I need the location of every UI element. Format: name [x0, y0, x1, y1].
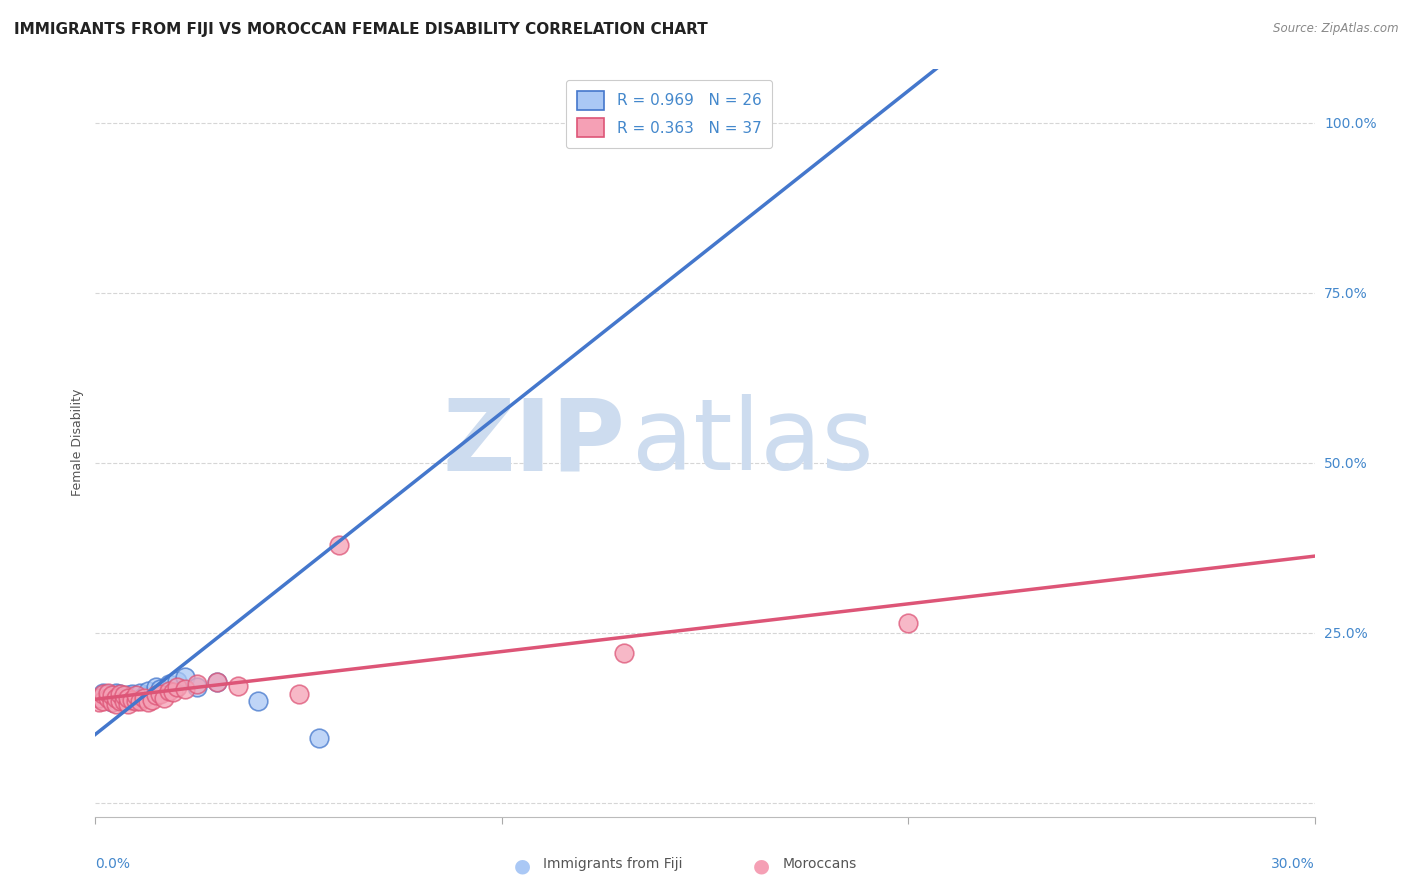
- Text: IMMIGRANTS FROM FIJI VS MOROCCAN FEMALE DISABILITY CORRELATION CHART: IMMIGRANTS FROM FIJI VS MOROCCAN FEMALE …: [14, 22, 707, 37]
- Point: [613, 646, 636, 660]
- Point: [100, 689, 122, 703]
- Point: [149, 681, 172, 696]
- Point: [166, 673, 188, 688]
- Point: [173, 670, 195, 684]
- Point: [287, 687, 309, 701]
- Point: [93, 687, 115, 701]
- Point: [166, 681, 188, 695]
- Text: ZIP: ZIP: [443, 394, 626, 491]
- Point: [125, 694, 148, 708]
- Point: [173, 681, 195, 696]
- Point: [186, 681, 208, 695]
- Point: [308, 731, 330, 746]
- Point: [112, 689, 135, 703]
- Point: [108, 687, 131, 701]
- Point: [125, 689, 148, 703]
- Point: [246, 694, 269, 708]
- Point: [328, 537, 350, 551]
- Point: [112, 694, 135, 708]
- Point: [104, 698, 127, 712]
- Point: [734, 116, 756, 130]
- Point: [121, 687, 143, 701]
- Point: [100, 695, 122, 709]
- Legend: R = 0.969   N = 26, R = 0.363   N = 37: R = 0.969 N = 26, R = 0.363 N = 37: [567, 80, 772, 148]
- Text: Moroccans: Moroccans: [782, 856, 856, 871]
- Point: [149, 687, 172, 701]
- Point: [117, 698, 139, 712]
- Point: [129, 686, 152, 700]
- Point: [117, 690, 139, 705]
- Y-axis label: Female Disability: Female Disability: [72, 389, 84, 496]
- Point: [104, 690, 127, 705]
- Point: [93, 689, 115, 703]
- Point: [897, 615, 920, 630]
- Text: ●: ●: [513, 856, 530, 876]
- Point: [157, 683, 180, 698]
- Point: [153, 690, 176, 705]
- Point: [162, 685, 184, 699]
- Point: [108, 694, 131, 708]
- Point: [89, 690, 111, 705]
- Point: [100, 695, 122, 709]
- Point: [207, 674, 229, 689]
- Point: [89, 690, 111, 705]
- Point: [93, 694, 115, 708]
- Point: [134, 690, 156, 705]
- Point: [136, 683, 159, 698]
- Point: [96, 690, 118, 705]
- Text: Source: ZipAtlas.com: Source: ZipAtlas.com: [1274, 22, 1399, 36]
- Point: [96, 686, 118, 700]
- Point: [96, 690, 118, 705]
- Point: [136, 695, 159, 709]
- Point: [145, 681, 167, 695]
- Text: 0.0%: 0.0%: [96, 856, 131, 871]
- Text: ●: ●: [752, 856, 769, 876]
- Text: atlas: atlas: [631, 394, 873, 491]
- Point: [93, 686, 115, 700]
- Point: [117, 689, 139, 703]
- Point: [145, 689, 167, 703]
- Point: [96, 687, 118, 701]
- Point: [125, 692, 148, 706]
- Point: [108, 687, 131, 701]
- Point: [157, 677, 180, 691]
- Text: Immigrants from Fiji: Immigrants from Fiji: [543, 856, 683, 871]
- Point: [129, 694, 152, 708]
- Text: 30.0%: 30.0%: [1271, 856, 1315, 871]
- Point: [134, 689, 156, 703]
- Point: [141, 692, 163, 706]
- Point: [104, 686, 127, 700]
- Point: [121, 692, 143, 706]
- Point: [207, 674, 229, 689]
- Point: [226, 679, 249, 693]
- Point: [104, 689, 127, 703]
- Point: [186, 677, 208, 691]
- Point: [89, 695, 111, 709]
- Point: [112, 690, 135, 705]
